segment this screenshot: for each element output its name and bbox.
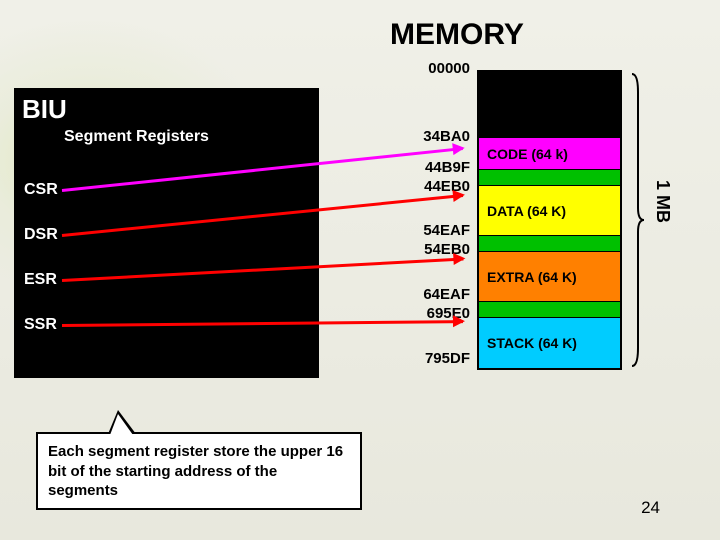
memory-segment	[479, 236, 620, 252]
callout-box: Each segment register store the upper 16…	[36, 432, 362, 510]
memory-segment-label: STACK (64 K)	[487, 335, 577, 351]
address-label: 44B9F	[415, 159, 470, 176]
memory-segment-label: DATA (64 K)	[487, 203, 566, 219]
memory-segment-label: EXTRA (64 K)	[487, 269, 577, 285]
memory-column: CODE (64 k) DATA (64 K) EXTRA (64 K) STACK …	[477, 70, 622, 370]
page-number: 24	[641, 498, 660, 518]
memory-segment: EXTRA (64 K)	[479, 252, 620, 302]
memory-segment	[479, 302, 620, 318]
address-label: 54EAF	[415, 222, 470, 239]
address-label: 64EAF	[415, 286, 470, 303]
memory-segment	[479, 72, 620, 138]
memory-segment: DATA (64 K)	[479, 186, 620, 236]
biu-panel: BIU Segment Registers CSR DSR ESR SSR	[14, 88, 319, 378]
one-mb-label: 1 MB	[652, 180, 673, 223]
register-ssr: SSR	[24, 316, 57, 334]
segment-registers-label: Segment Registers	[64, 128, 209, 146]
register-esr: ESR	[24, 271, 57, 289]
register-csr: CSR	[24, 181, 58, 199]
memory-segment-label: CODE (64 k)	[487, 146, 568, 162]
memory-segment: CODE (64 k)	[479, 138, 620, 170]
brace-icon	[630, 72, 644, 368]
memory-segment: STACK (64 K)	[479, 318, 620, 368]
page-title: MEMORY	[390, 18, 524, 52]
biu-title: BIU	[22, 94, 67, 125]
register-dsr: DSR	[24, 226, 58, 244]
address-label: 00000	[415, 60, 470, 77]
address-label: 795DF	[415, 350, 470, 367]
memory-segment	[479, 170, 620, 186]
